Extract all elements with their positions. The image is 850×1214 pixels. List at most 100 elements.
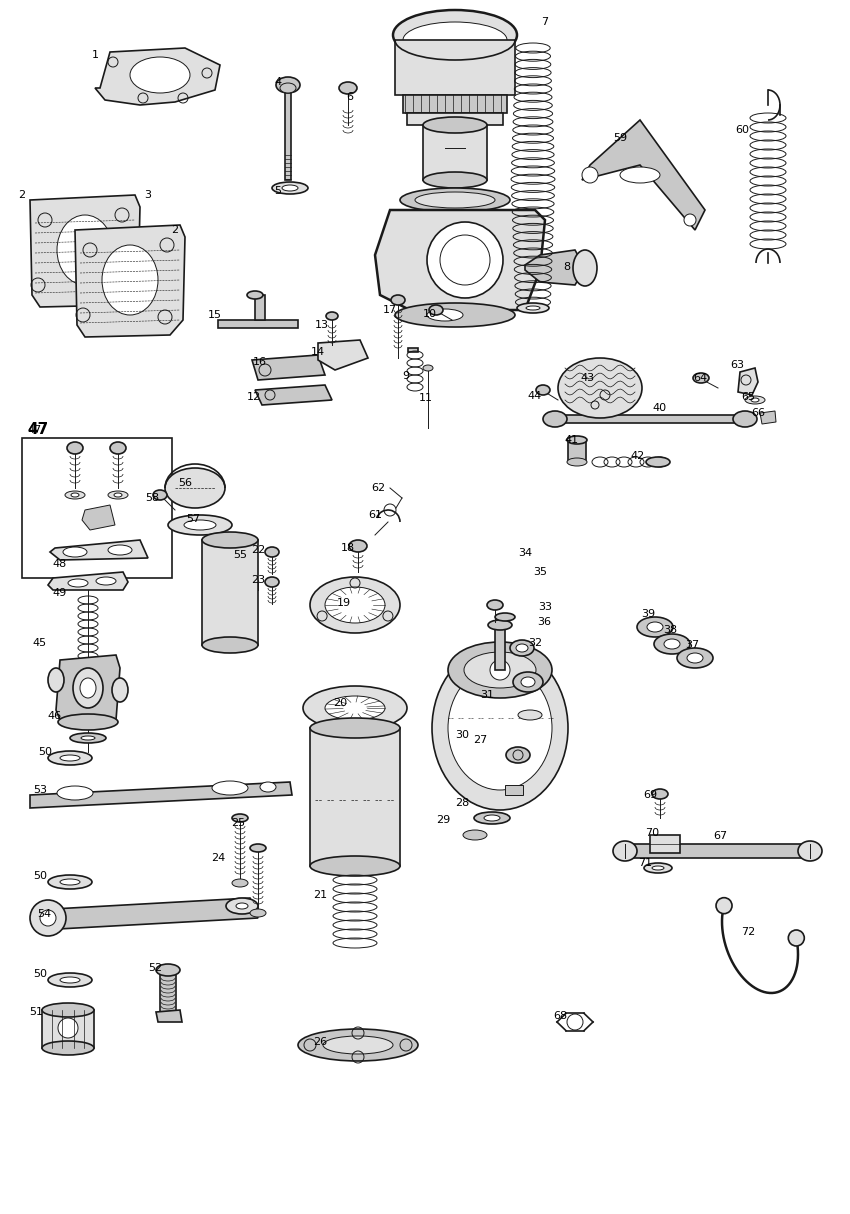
- Bar: [218, 320, 298, 328]
- Ellipse shape: [644, 863, 672, 873]
- Ellipse shape: [567, 458, 587, 466]
- Ellipse shape: [232, 815, 248, 822]
- Ellipse shape: [526, 306, 540, 310]
- Ellipse shape: [226, 898, 258, 914]
- Text: 50: 50: [33, 969, 47, 978]
- Ellipse shape: [647, 622, 663, 632]
- Ellipse shape: [73, 668, 103, 708]
- Ellipse shape: [517, 304, 549, 313]
- Circle shape: [30, 900, 66, 936]
- Ellipse shape: [652, 789, 668, 799]
- Text: 52: 52: [148, 963, 162, 972]
- Text: 7: 7: [541, 17, 548, 27]
- Ellipse shape: [463, 830, 487, 840]
- Ellipse shape: [339, 83, 357, 93]
- Ellipse shape: [521, 677, 535, 687]
- Text: 43: 43: [581, 373, 595, 382]
- Text: 5: 5: [275, 186, 281, 195]
- Bar: [395, 40, 515, 95]
- Ellipse shape: [60, 879, 80, 885]
- Polygon shape: [255, 385, 332, 405]
- Text: 57: 57: [186, 514, 200, 524]
- Ellipse shape: [516, 643, 528, 652]
- Ellipse shape: [558, 358, 642, 418]
- Circle shape: [440, 236, 490, 285]
- Ellipse shape: [276, 76, 300, 93]
- Text: 10: 10: [423, 310, 437, 319]
- Ellipse shape: [573, 250, 597, 287]
- Text: 23: 23: [251, 575, 265, 585]
- Polygon shape: [75, 225, 185, 337]
- Bar: [255, 295, 265, 320]
- Ellipse shape: [250, 844, 266, 852]
- Ellipse shape: [518, 710, 542, 720]
- Ellipse shape: [326, 312, 338, 320]
- Ellipse shape: [272, 182, 308, 194]
- Text: 6: 6: [347, 92, 354, 102]
- Text: 42: 42: [631, 450, 645, 461]
- Ellipse shape: [448, 666, 552, 790]
- Ellipse shape: [652, 866, 664, 870]
- Ellipse shape: [733, 412, 757, 427]
- Ellipse shape: [184, 520, 216, 531]
- Ellipse shape: [71, 493, 79, 497]
- Text: 22: 22: [251, 545, 265, 555]
- Ellipse shape: [488, 620, 512, 630]
- Ellipse shape: [114, 493, 122, 497]
- Polygon shape: [95, 49, 220, 104]
- Polygon shape: [525, 250, 585, 285]
- Text: 41: 41: [565, 435, 579, 446]
- Ellipse shape: [423, 365, 433, 371]
- Ellipse shape: [260, 782, 276, 792]
- Text: 32: 32: [528, 639, 542, 648]
- Ellipse shape: [298, 1029, 418, 1061]
- Bar: [202, 540, 258, 645]
- Polygon shape: [760, 412, 776, 424]
- Bar: [310, 728, 400, 866]
- Ellipse shape: [637, 617, 673, 637]
- Text: 27: 27: [473, 734, 487, 745]
- Circle shape: [716, 897, 732, 914]
- Ellipse shape: [42, 1040, 94, 1055]
- Text: 59: 59: [613, 134, 627, 143]
- Ellipse shape: [48, 751, 92, 765]
- Polygon shape: [56, 656, 120, 720]
- Text: 17: 17: [383, 305, 397, 314]
- Ellipse shape: [513, 673, 543, 692]
- Polygon shape: [30, 782, 292, 809]
- Text: 53: 53: [33, 785, 47, 795]
- Ellipse shape: [646, 456, 670, 467]
- Bar: [403, 95, 507, 113]
- Circle shape: [582, 168, 598, 183]
- Ellipse shape: [58, 714, 118, 730]
- Bar: [555, 415, 745, 422]
- Ellipse shape: [325, 588, 385, 623]
- Circle shape: [788, 930, 804, 946]
- Text: 15: 15: [208, 310, 222, 320]
- Text: 24: 24: [211, 853, 225, 863]
- Circle shape: [40, 910, 56, 926]
- Text: 9: 9: [402, 371, 410, 381]
- Ellipse shape: [42, 1003, 94, 1017]
- Text: 18: 18: [341, 543, 355, 554]
- Ellipse shape: [232, 879, 248, 887]
- Ellipse shape: [543, 412, 567, 427]
- Ellipse shape: [323, 1036, 393, 1054]
- Ellipse shape: [110, 442, 126, 454]
- Text: 26: 26: [313, 1037, 327, 1046]
- Ellipse shape: [236, 903, 248, 909]
- Bar: [22, 438, 172, 578]
- Text: 67: 67: [713, 832, 727, 841]
- Ellipse shape: [265, 577, 279, 588]
- Ellipse shape: [325, 696, 385, 720]
- Text: 48: 48: [53, 558, 67, 569]
- Ellipse shape: [400, 188, 510, 212]
- Ellipse shape: [48, 972, 92, 987]
- Ellipse shape: [391, 295, 405, 305]
- Text: 14: 14: [311, 347, 325, 357]
- Ellipse shape: [108, 545, 132, 555]
- Ellipse shape: [156, 964, 180, 976]
- Text: 34: 34: [518, 548, 532, 558]
- Ellipse shape: [484, 815, 500, 821]
- Text: 47: 47: [28, 425, 42, 435]
